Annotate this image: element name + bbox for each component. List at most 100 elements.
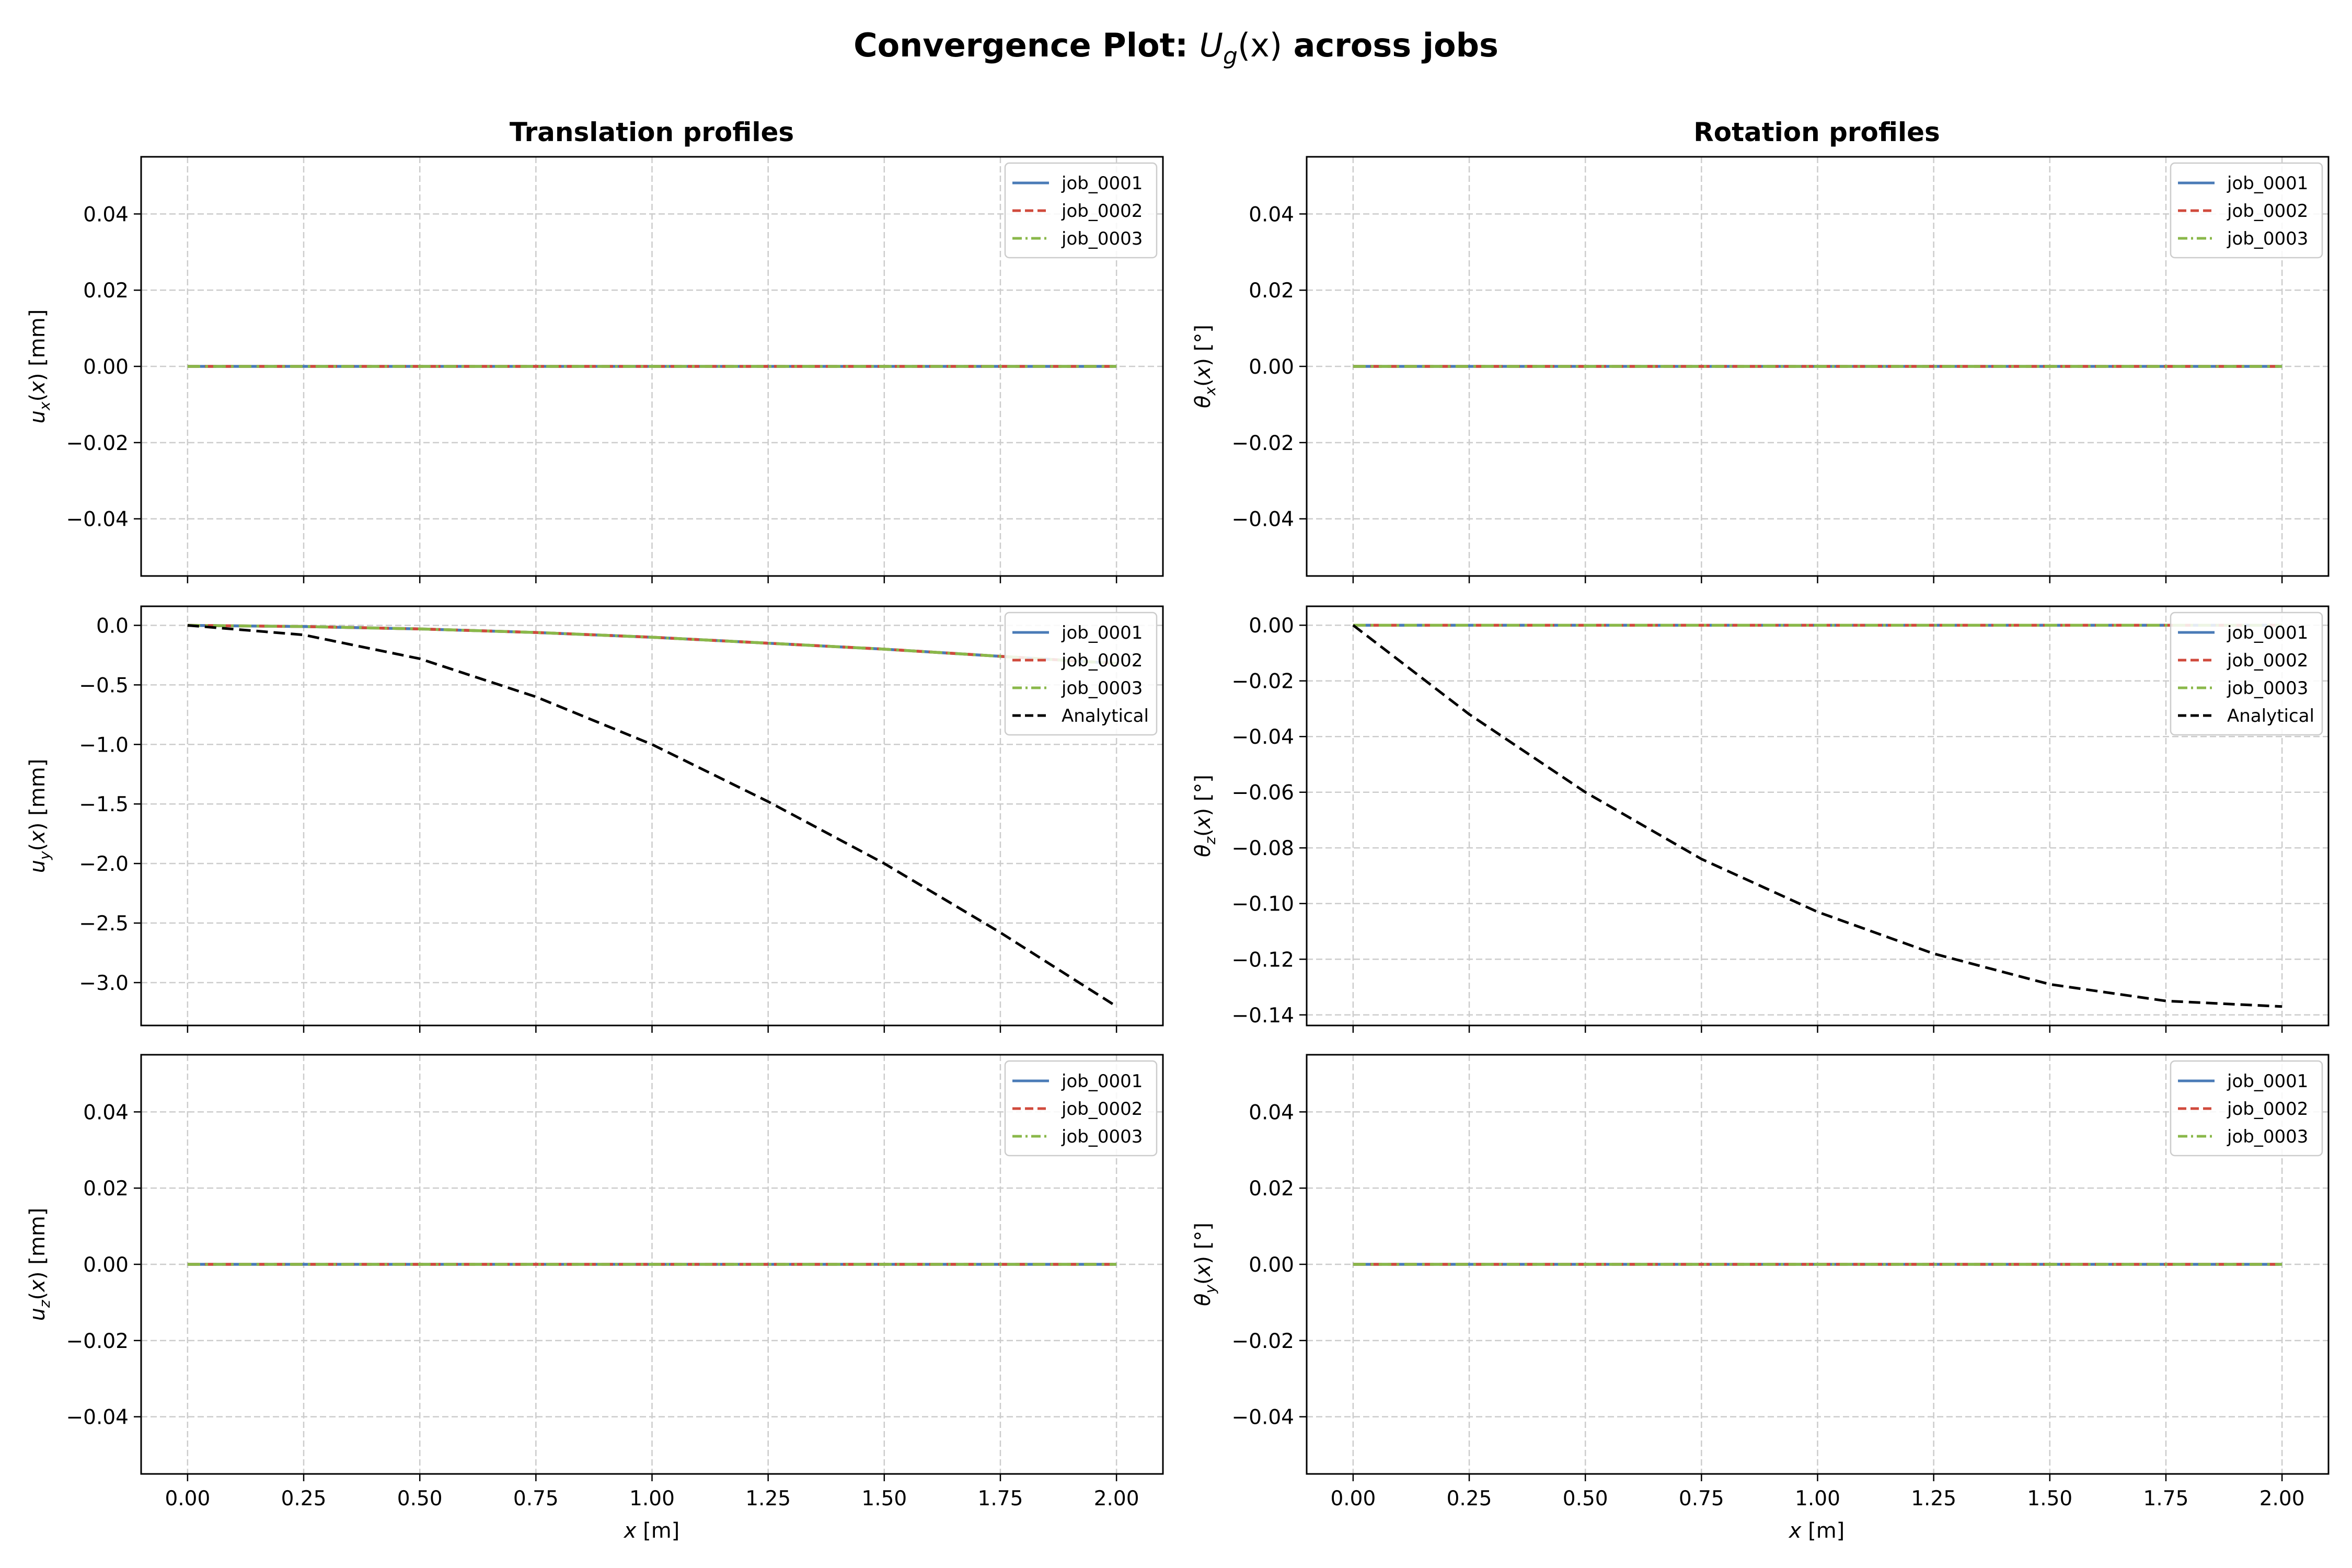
y-axis-label: θz(x) [°]: [1191, 775, 1219, 857]
y-axis-label-symbol: θ: [1191, 1293, 1215, 1306]
y-tick-label: −2.5: [79, 912, 129, 936]
y-axis-label-symbol: u: [26, 410, 50, 423]
legend-label-Analytical: Analytical: [1062, 706, 1149, 727]
x-tick-label: 2.00: [2259, 1487, 2305, 1511]
panel-rotation-y: 0.00 0.25 0.50 0.75 1.00 1.25 1.50 1.75 2.00 0.04…: [1191, 1054, 2330, 1511]
legend-box: [2170, 612, 2323, 736]
x-tick-label: 0.50: [1563, 1487, 1608, 1511]
series-line-Analytical: [1352, 624, 2282, 1008]
x-tick-label: 2.00: [1094, 1487, 1139, 1511]
figure-title-math-sub: g: [1223, 43, 1238, 70]
y-axis-label-sub: z: [36, 1299, 53, 1308]
x-tick-label: 0.00: [165, 1487, 210, 1511]
legend-box: [1004, 1060, 1158, 1157]
y-tick-label: 0.00: [1249, 355, 1294, 379]
y-axis-label-unit: ) [°]: [1191, 325, 1215, 366]
x-tick-label: 0.25: [281, 1487, 327, 1511]
y-axis-label-rest: (: [1191, 1276, 1215, 1285]
y-axis-label-unit: ) [°]: [1191, 775, 1215, 816]
x-tick-label: 0.00: [1330, 1487, 1376, 1511]
y-axis-label-symbol: u: [26, 860, 50, 873]
legend-label-job_0003: job_0003: [2227, 678, 2308, 699]
y-tick-label: −0.02: [1231, 1330, 1294, 1353]
x-tick-label: 0.50: [397, 1487, 443, 1511]
y-axis-label-x: x: [1191, 1264, 1215, 1277]
x-tick-label: 1.25: [1911, 1487, 1956, 1511]
y-tick-label: 0.02: [83, 279, 129, 303]
y-tick-label: 0.02: [1249, 1177, 1294, 1201]
y-tick-label: −0.14: [1231, 1004, 1294, 1028]
x-tick-label: 1.75: [978, 1487, 1023, 1511]
figure-title-math: U: [1200, 26, 1223, 64]
y-tick-label: −0.04: [1231, 725, 1294, 749]
series-line-Analytical: [187, 624, 1117, 1008]
legend-label-job_0001: job_0001: [2227, 1071, 2308, 1092]
legend-label-job_0002: job_0002: [2227, 201, 2308, 222]
legend-label-job_0001: job_0001: [2227, 173, 2308, 194]
y-tick-label: 0.02: [83, 1177, 129, 1201]
y-tick-label: −0.04: [1231, 1406, 1294, 1429]
y-axis-label-unit: ) [mm]: [26, 1208, 50, 1279]
y-axis-label-rest: (: [1191, 828, 1215, 837]
panel-translation-y: 0.0 −0.5 −1.0 −1.5 −2.0 −2.5 −3.0 uy(x) [mm] job…: [26, 605, 1164, 1033]
y-tick-label: −0.08: [1231, 837, 1294, 860]
y-axis-label-x: x: [26, 1279, 50, 1293]
y-tick-label: −0.04: [66, 508, 129, 532]
y-axis-label-sub: y: [1202, 1284, 1219, 1294]
y-tick-label: −0.10: [1231, 893, 1294, 916]
column-title-translation: Translation profiles: [510, 117, 794, 147]
legend-label-job_0001: job_0001: [1061, 173, 1143, 194]
x-tick-label: 1.50: [2027, 1487, 2072, 1511]
y-tick-label: 0.04: [83, 1101, 129, 1124]
y-tick-label: −0.06: [1231, 781, 1294, 805]
x-tick-label: 1.25: [745, 1487, 791, 1511]
y-axis-label-x: x: [26, 381, 50, 395]
y-tick-label: −1.0: [79, 733, 129, 757]
legend-label-job_0003: job_0003: [1061, 678, 1143, 699]
y-tick-label: −0.5: [79, 674, 129, 697]
y-axis-label-symbol: θ: [1191, 395, 1215, 408]
y-tick-label: 0.00: [1249, 1253, 1294, 1277]
y-axis-label-sub: z: [1202, 836, 1219, 845]
column-title-rotation: Rotation profiles: [1693, 117, 1940, 147]
y-axis-label-sub: y: [36, 851, 53, 860]
y-axis-label-rest: (: [1191, 378, 1215, 387]
y-axis-label-sub: x: [1202, 386, 1219, 396]
legend-label-job_0002: job_0002: [2227, 650, 2308, 671]
y-axis-label-rest: (: [26, 843, 50, 851]
legend-label-job_0003: job_0003: [1061, 228, 1143, 249]
y-axis-label-rest: (: [26, 1292, 50, 1300]
y-axis-label: ux(x) [mm]: [26, 309, 53, 424]
y-axis-label-symbol: θ: [1191, 845, 1215, 857]
y-axis-label: θy(x) [°]: [1191, 1223, 1219, 1306]
xlabel-left: x [m]: [623, 1519, 680, 1543]
panel-translation-z: 0.00 0.25 0.50 0.75 1.00 1.25 1.50 1.75 2.00 0.04…: [26, 1054, 1164, 1511]
legend-label-job_0003: job_0003: [2227, 1126, 2308, 1147]
figure-title-math-arg: (x): [1238, 26, 1282, 64]
legend-label-Analytical: Analytical: [2227, 706, 2314, 727]
x-tick-label: 0.75: [1679, 1487, 1724, 1511]
y-tick-label: −0.04: [66, 1406, 129, 1429]
legend-box: [1004, 612, 1158, 736]
figure-title-prefix: Convergence Plot:: [854, 26, 1200, 64]
y-tick-label: 0.04: [1249, 203, 1294, 226]
x-tick-label: 1.00: [1795, 1487, 1840, 1511]
legend-box: [2170, 162, 2323, 259]
y-tick-label: −0.02: [1231, 670, 1294, 694]
legend-label-job_0003: job_0003: [2227, 228, 2308, 249]
y-axis-label-unit: ) [mm]: [26, 759, 50, 831]
legend-label-job_0001: job_0001: [1061, 622, 1143, 643]
legend-label-job_0001: job_0001: [2227, 622, 2308, 643]
y-tick-label: −0.02: [66, 432, 129, 455]
panel-rotation-z: 0.00 −0.02 −0.04 −0.06 −0.08 −0.10 −0.12 −0.14 θ…: [1191, 605, 2330, 1033]
x-tick-label: 1.75: [2143, 1487, 2189, 1511]
legend-label-job_0002: job_0002: [1061, 1099, 1143, 1120]
legend-label-job_0002: job_0002: [2227, 1099, 2308, 1120]
y-axis-label-x: x: [1191, 366, 1215, 379]
y-tick-label: 0.0: [96, 614, 129, 638]
y-tick-label: 0.00: [83, 355, 129, 379]
legend-label-job_0003: job_0003: [1061, 1126, 1143, 1147]
